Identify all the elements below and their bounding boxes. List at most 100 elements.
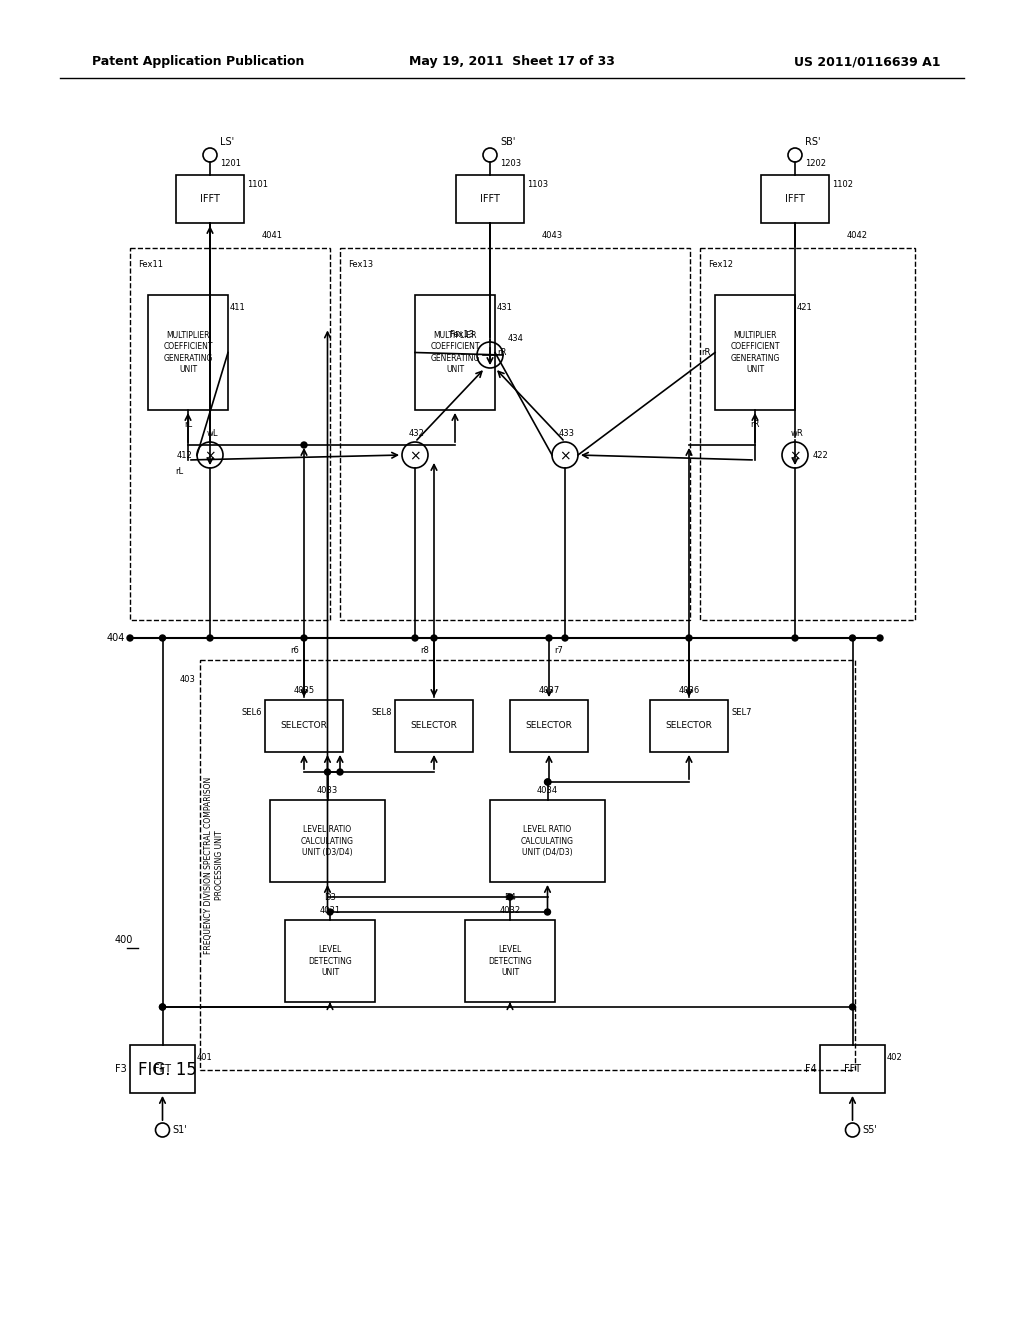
Circle shape (431, 635, 437, 642)
Circle shape (160, 1005, 166, 1010)
Text: 1203: 1203 (500, 158, 521, 168)
Text: r7: r7 (554, 645, 563, 655)
Text: FREQUENCY DIVISION SPECTRAL COMPARISON
PROCESSING UNIT: FREQUENCY DIVISION SPECTRAL COMPARISON P… (204, 776, 224, 953)
Text: 4034: 4034 (537, 785, 558, 795)
Text: 422: 422 (813, 450, 828, 459)
Text: 403: 403 (179, 675, 195, 684)
Text: r8: r8 (420, 645, 429, 655)
Text: 4031: 4031 (319, 906, 341, 915)
Text: Fex13: Fex13 (449, 330, 474, 339)
Text: LS': LS' (220, 137, 234, 147)
Text: LEVEL
DETECTING
UNIT: LEVEL DETECTING UNIT (488, 945, 531, 977)
Text: FFT: FFT (844, 1064, 861, 1074)
Text: SEL8: SEL8 (372, 708, 392, 717)
Text: May 19, 2011  Sheet 17 of 33: May 19, 2011 Sheet 17 of 33 (409, 55, 615, 69)
Circle shape (562, 635, 568, 642)
Text: 411: 411 (230, 304, 246, 312)
Text: 4042: 4042 (847, 231, 868, 240)
Text: ×: × (204, 449, 216, 463)
Circle shape (792, 635, 798, 642)
Text: SEL6: SEL6 (242, 708, 262, 717)
Circle shape (412, 635, 418, 642)
Text: SELECTOR: SELECTOR (525, 722, 572, 730)
Circle shape (327, 909, 333, 915)
Text: 1103: 1103 (527, 180, 548, 189)
Text: SB': SB' (500, 137, 515, 147)
Text: F3: F3 (116, 1064, 127, 1074)
Circle shape (850, 1005, 855, 1010)
Text: SEL7: SEL7 (731, 708, 752, 717)
Text: 412: 412 (176, 450, 193, 459)
Text: D4: D4 (504, 894, 516, 902)
Circle shape (301, 442, 307, 447)
Text: IFFT: IFFT (200, 194, 220, 205)
Text: S5': S5' (862, 1125, 878, 1135)
Text: FFT: FFT (154, 1064, 171, 1074)
Text: MULTIPLIER
COEFFICIENT
GENERATING
UNIT: MULTIPLIER COEFFICIENT GENERATING UNIT (730, 331, 779, 374)
Text: rR: rR (497, 348, 507, 356)
Circle shape (507, 894, 513, 900)
Text: SELECTOR: SELECTOR (666, 722, 713, 730)
Text: 4035: 4035 (294, 686, 314, 696)
Circle shape (545, 779, 551, 785)
Text: Fex12: Fex12 (708, 260, 733, 269)
Text: rR: rR (751, 420, 760, 429)
Text: Fex11: Fex11 (138, 260, 163, 269)
Text: LEVEL RATIO
CALCULATING
UNIT (D3/D4): LEVEL RATIO CALCULATING UNIT (D3/D4) (301, 825, 354, 857)
Text: US 2011/0116639 A1: US 2011/0116639 A1 (794, 55, 940, 69)
Text: MULTIPLIER
COEFFICIENT
GENERATING
UNIT: MULTIPLIER COEFFICIENT GENERATING UNIT (163, 331, 213, 374)
Circle shape (546, 635, 552, 642)
Text: rR: rR (701, 348, 711, 356)
Text: 1102: 1102 (831, 180, 853, 189)
Text: 4032: 4032 (500, 906, 520, 915)
Text: D3: D3 (324, 894, 336, 902)
Text: Fex13: Fex13 (348, 260, 373, 269)
Text: wL: wL (206, 429, 218, 438)
Text: 4037: 4037 (539, 686, 560, 696)
Text: ×: × (559, 449, 570, 463)
Text: SELECTOR: SELECTOR (411, 722, 458, 730)
Text: S1': S1' (172, 1125, 187, 1135)
Text: Patent Application Publication: Patent Application Publication (92, 55, 304, 69)
Text: 402: 402 (887, 1053, 903, 1063)
Circle shape (877, 635, 883, 642)
Text: 404: 404 (106, 634, 125, 643)
Text: ×: × (410, 449, 421, 463)
Text: LEVEL RATIO
CALCULATING
UNIT (D4/D3): LEVEL RATIO CALCULATING UNIT (D4/D3) (521, 825, 574, 857)
Text: 4033: 4033 (316, 785, 338, 795)
Text: 431: 431 (497, 304, 513, 312)
Text: F4: F4 (805, 1064, 817, 1074)
Text: FIG. 15: FIG. 15 (138, 1061, 197, 1078)
Circle shape (850, 635, 855, 642)
Text: 1101: 1101 (247, 180, 268, 189)
Text: SELECTOR: SELECTOR (281, 722, 328, 730)
Text: 421: 421 (797, 304, 813, 312)
Circle shape (207, 635, 213, 642)
Text: rL: rL (184, 420, 193, 429)
Text: rL: rL (175, 467, 183, 477)
Text: IFFT: IFFT (785, 194, 805, 205)
Circle shape (160, 1005, 166, 1010)
Text: 4043: 4043 (542, 231, 563, 240)
Text: 433: 433 (559, 429, 575, 438)
Text: wR: wR (791, 429, 804, 438)
Text: 1202: 1202 (805, 158, 826, 168)
Circle shape (545, 909, 551, 915)
Circle shape (127, 635, 133, 642)
Text: LEVEL
DETECTING
UNIT: LEVEL DETECTING UNIT (308, 945, 352, 977)
Text: 432: 432 (409, 429, 425, 438)
Circle shape (301, 635, 307, 642)
Text: 4036: 4036 (678, 686, 699, 696)
Text: ×: × (790, 449, 801, 463)
Text: IFFT: IFFT (480, 194, 500, 205)
Text: 434: 434 (508, 334, 524, 343)
Text: 401: 401 (197, 1053, 213, 1063)
Text: MULTIPLIER
COEFFICIENT
GENERATING
UNIT: MULTIPLIER COEFFICIENT GENERATING UNIT (430, 331, 480, 374)
Text: RS': RS' (805, 137, 820, 147)
Circle shape (160, 635, 166, 642)
Circle shape (337, 770, 343, 775)
Text: 400: 400 (115, 935, 133, 945)
Text: 1201: 1201 (220, 158, 241, 168)
Text: 4041: 4041 (262, 231, 283, 240)
Circle shape (325, 770, 331, 775)
